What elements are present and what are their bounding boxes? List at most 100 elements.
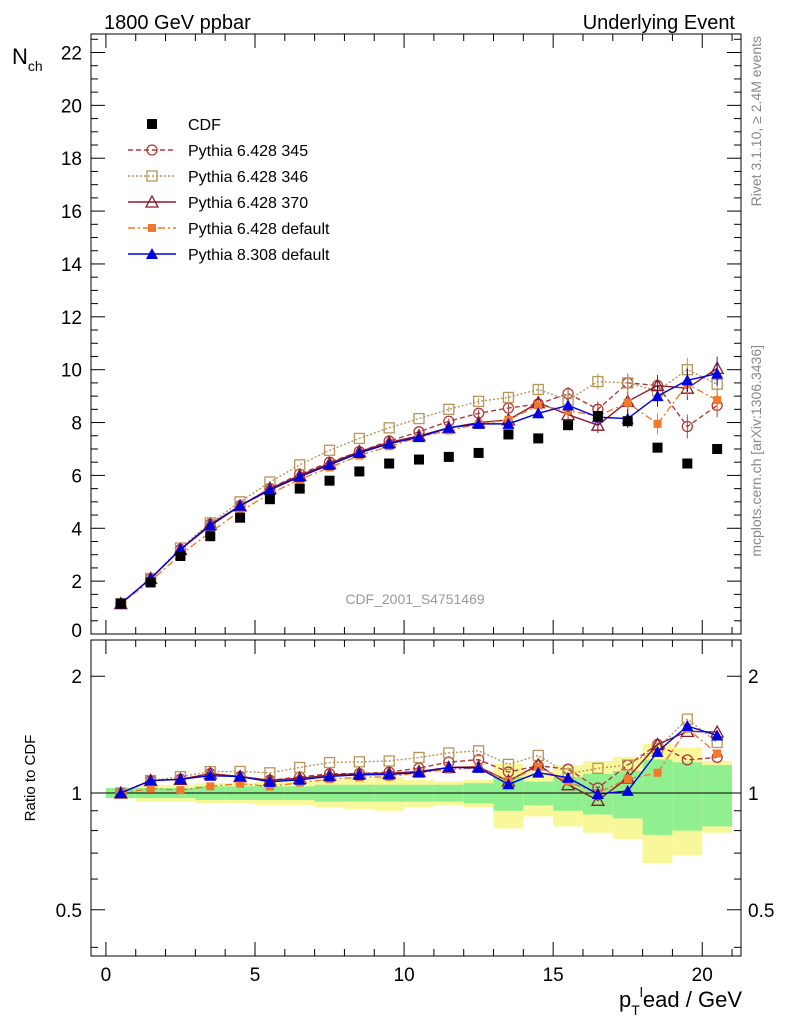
data-point <box>562 399 575 411</box>
data-point <box>383 422 395 434</box>
data-point <box>651 390 664 402</box>
data-point <box>354 466 365 477</box>
ratio-point <box>323 756 336 769</box>
data-point <box>592 410 603 421</box>
x-tick-label: 15 <box>543 965 564 986</box>
ratio-band-inner <box>702 765 733 827</box>
svg-text:pTlead / GeV: pTlead / GeV <box>619 984 742 1018</box>
legend-marker <box>148 224 156 232</box>
ratio-point <box>383 768 396 780</box>
data-point <box>472 417 485 429</box>
legend-label: Pythia 6.428 370 <box>188 195 308 212</box>
y-tick-label: 0 <box>71 621 82 642</box>
legend-marker <box>147 119 157 129</box>
data-point <box>503 429 514 440</box>
data-point <box>652 442 663 453</box>
legend-label: Pythia 6.428 345 <box>188 143 308 160</box>
data-point <box>234 499 247 511</box>
ratio-point <box>293 773 306 785</box>
legend-entry: Pythia 6.428 default <box>128 221 330 238</box>
data-point <box>592 375 604 388</box>
legend-entry: Pythia 6.428 346 <box>128 169 308 186</box>
data-point <box>412 431 425 443</box>
data-point <box>534 401 543 410</box>
data-point <box>472 395 485 408</box>
ratio-point <box>502 766 515 778</box>
y-tick-label: 6 <box>71 466 82 487</box>
y-tick-label: 14 <box>61 255 83 276</box>
y-tick-label: 8 <box>71 414 82 435</box>
x-tick-label: 0 <box>101 965 112 986</box>
ratio-point <box>412 766 425 778</box>
x-axis-label: pTlead / GeV <box>619 984 742 1018</box>
legend-entry: CDF <box>147 117 221 134</box>
data-point <box>681 420 693 433</box>
data-point <box>293 470 306 482</box>
series-layer <box>113 356 725 806</box>
ratio-point <box>651 745 664 757</box>
left-title: 1800 GeV ppbar <box>104 12 251 34</box>
data-point <box>205 531 216 542</box>
ratio-point <box>562 771 575 783</box>
rivet-label: Rivet 3.1.10, ≥ 2.4M events <box>748 36 764 206</box>
ratio-plot-frame <box>90 639 742 957</box>
legend-marker <box>146 248 158 259</box>
data-point <box>712 443 723 454</box>
ratio-line <box>120 727 718 794</box>
data-point <box>115 598 126 609</box>
legend-label: Pythia 6.428 default <box>188 221 330 238</box>
ratio-point <box>713 749 722 758</box>
x-tick-label: 20 <box>692 965 713 986</box>
ratio-tick-label: 2 <box>71 667 82 688</box>
ratio-point <box>323 770 336 782</box>
ratio-point <box>532 749 544 762</box>
mcplots-label: mcplots.cern.ch [arXiv:1306.3436] <box>748 345 764 557</box>
data-point <box>473 447 484 458</box>
data-point <box>563 420 574 431</box>
ratio-point <box>592 762 604 775</box>
ratio-point <box>591 788 604 800</box>
data-point <box>413 454 424 465</box>
data-point <box>442 421 455 433</box>
data-point <box>383 437 396 449</box>
ratio-tick-label-right: 0.5 <box>748 901 774 922</box>
legend-entry: Pythia 6.428 345 <box>128 143 308 160</box>
y-tick-label: 12 <box>61 308 82 329</box>
ratio-point <box>621 784 634 796</box>
data-point <box>323 458 336 470</box>
data-point <box>623 398 632 407</box>
data-point <box>145 577 156 588</box>
data-point <box>533 433 544 444</box>
data-point <box>532 407 545 419</box>
data-point <box>590 417 605 431</box>
data-point <box>502 391 515 404</box>
watermark: CDF_2001_S4751469 <box>345 591 485 607</box>
x-tick-label: 10 <box>394 965 415 986</box>
data-point <box>263 483 276 495</box>
ratio-tick-label-right: 2 <box>748 667 759 688</box>
data-point <box>353 446 366 458</box>
ratio-point <box>236 779 245 788</box>
y-tick-label: 10 <box>61 361 82 382</box>
ratio-point <box>502 778 515 790</box>
ratio-band-inner <box>672 762 703 831</box>
ratio-point <box>681 720 694 732</box>
data-point <box>622 377 634 389</box>
data-point <box>622 416 633 427</box>
legend-entry: Pythia 8.308 default <box>128 247 330 264</box>
series-pythia-8-308-default <box>114 361 724 800</box>
data-point <box>235 512 246 523</box>
series-line <box>120 368 718 605</box>
data-point <box>443 451 454 462</box>
data-point <box>384 458 395 469</box>
data-point <box>204 519 217 531</box>
data-point <box>324 475 335 486</box>
data-point <box>682 458 693 469</box>
legend-label: CDF <box>188 117 221 134</box>
ratio-point <box>146 784 155 793</box>
data-point <box>532 383 544 396</box>
y-tick-label: 4 <box>71 519 82 540</box>
ratio-point <box>502 758 515 770</box>
